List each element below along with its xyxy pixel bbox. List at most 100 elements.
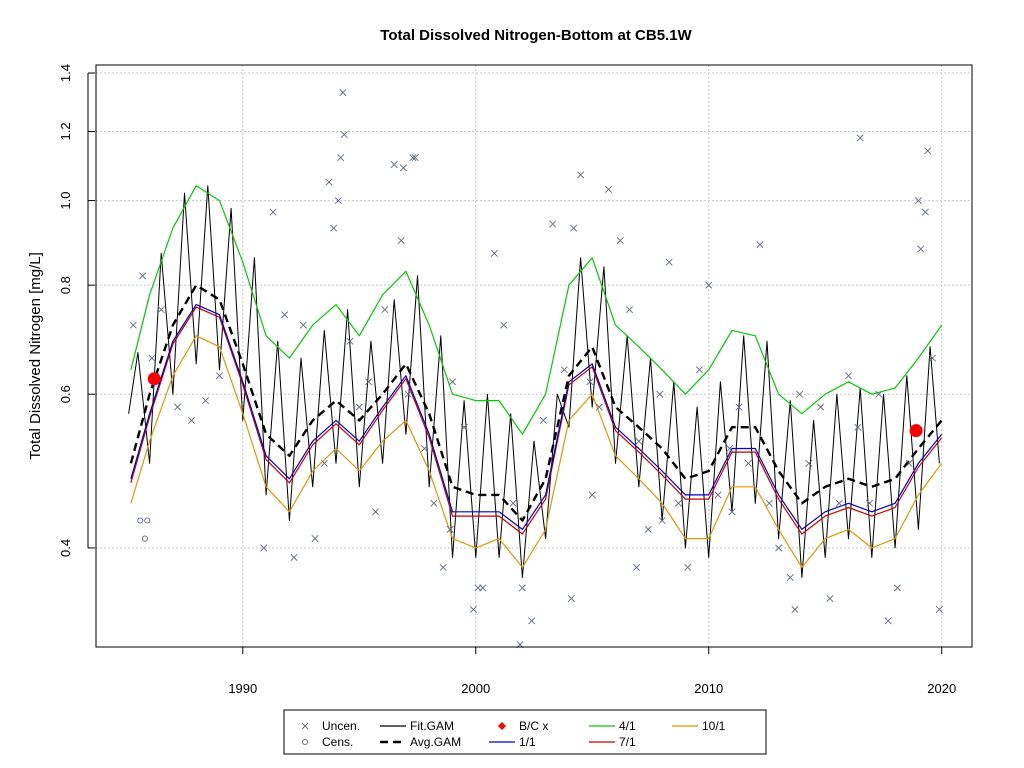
- legend-item-4-1: 4/1: [589, 719, 636, 733]
- uncensored-point-stroke: [875, 390, 883, 398]
- uncensored-point-stroke: [856, 134, 864, 142]
- series-line-10-1: [130, 335, 943, 569]
- uncensored-point: [325, 178, 333, 186]
- bc-point: [147, 372, 161, 386]
- uncensored-point: [281, 311, 289, 319]
- uncensored-point-stroke: [728, 508, 736, 516]
- uncensored-point-stroke: [744, 459, 752, 467]
- uncensored-point-stroke: [635, 437, 643, 445]
- series-line-7-1: [130, 306, 943, 535]
- uncensored-point: [188, 416, 196, 424]
- x-tick-label: 2010: [694, 681, 723, 696]
- uncensored-point-stroke: [756, 241, 764, 249]
- uncensored-point: [570, 224, 578, 232]
- bc-point: [909, 424, 923, 438]
- uncensored-point-stroke: [372, 508, 380, 516]
- uncensored-point: [865, 499, 874, 507]
- censored-point: [141, 535, 148, 542]
- uncensored-point: [744, 459, 752, 467]
- legend: Uncen. Cens. Fit.GAM Avg.GAM B/C x 1/1 4/1 7/1 1…: [283, 709, 767, 755]
- uncensored-point: [260, 544, 268, 552]
- legend-swatch: [301, 738, 309, 746]
- uncensored-point-stroke: [695, 366, 703, 374]
- uncensored-point-stroke: [796, 390, 804, 398]
- legend-label: Uncen.: [322, 719, 360, 733]
- y-tick-label: 0.6: [58, 385, 73, 403]
- uncensored-point: [586, 378, 594, 386]
- y-tick-label: 1.0: [58, 192, 73, 210]
- y-axis-label: Total Dissolved Nitrogen [mg/L]: [27, 252, 44, 460]
- uncensored-point-stroke: [215, 372, 223, 380]
- uncensored-point: [500, 321, 508, 329]
- uncensored-point: [567, 595, 575, 603]
- uncensored-point: [390, 160, 398, 168]
- series-line-1-1: [130, 304, 943, 531]
- legend-label: 10/1: [702, 719, 726, 733]
- uncensored-point: [334, 197, 342, 205]
- uncensored-point: [714, 491, 722, 499]
- uncensored-point-stroke: [188, 416, 196, 424]
- uncensored-point-stroke: [845, 372, 853, 380]
- uncensored-point-stroke: [684, 563, 692, 571]
- uncensored-point-stroke: [644, 525, 652, 533]
- uncensored-point: [626, 306, 634, 314]
- uncensored-point-stroke: [560, 366, 568, 374]
- legend-label: 1/1: [519, 735, 536, 749]
- uncensored-point-stroke: [448, 378, 456, 386]
- uncensored-point-stroke: [365, 378, 373, 386]
- uncensored-point: [539, 416, 547, 424]
- legend-item-cens-: Cens.: [301, 735, 353, 749]
- uncensored-point: [400, 164, 408, 172]
- uncensored-point: [705, 281, 713, 289]
- legend-box: [283, 709, 767, 755]
- uncensored-point: [560, 366, 568, 374]
- censored-point: [144, 517, 151, 524]
- uncensored-point-stroke: [674, 499, 682, 507]
- uncensored-point: [490, 249, 498, 257]
- uncensored-point: [765, 499, 773, 507]
- uncensored-point: [381, 306, 389, 314]
- uncensored-point-stroke: [174, 403, 182, 411]
- uncensored-point-stroke: [539, 416, 547, 424]
- uncensored-point-stroke: [439, 563, 447, 571]
- uncensored-point: [290, 554, 298, 562]
- uncensored-point-stroke: [893, 584, 901, 592]
- uncensored-point: [817, 403, 825, 411]
- uncensored-point-stroke: [420, 444, 429, 452]
- uncensored-point-stroke: [935, 606, 943, 614]
- uncensored-point-stroke: [854, 423, 862, 431]
- uncensored-point-stroke: [397, 237, 405, 245]
- uncensored-point-stroke: [430, 499, 438, 507]
- uncensored-point: [665, 258, 673, 266]
- uncensored-point-stroke: [665, 258, 673, 266]
- points-layer: [129, 88, 943, 649]
- uncensored-point-stroke: [337, 154, 345, 162]
- x-tick-label: 1990: [228, 681, 257, 696]
- legend-item-b-c-x: B/C x: [498, 719, 548, 733]
- uncensored-point: [397, 237, 405, 245]
- uncensored-point-stroke: [905, 459, 913, 467]
- uncensored-point: [549, 220, 557, 228]
- uncensored-point: [914, 197, 922, 205]
- uncensored-point-stroke: [269, 208, 277, 216]
- uncensored-point: [346, 337, 354, 345]
- uncensored-point-stroke: [518, 584, 526, 592]
- uncensored-point: [695, 366, 703, 374]
- uncensored-point: [509, 499, 517, 507]
- uncensored-point-stroke: [586, 378, 594, 386]
- uncensored-point-stroke: [805, 459, 813, 467]
- uncensored-point-stroke: [340, 131, 348, 139]
- series-line-avg-gam: [129, 284, 943, 522]
- uncensored-point-stroke: [311, 535, 319, 543]
- uncensored-point: [340, 131, 348, 139]
- uncensored-point: [469, 606, 477, 614]
- uncensored-point-stroke: [595, 403, 603, 411]
- uncensored-point-stroke: [817, 403, 825, 411]
- uncensored-point: [174, 403, 182, 411]
- uncensored-point: [518, 584, 526, 592]
- uncensored-point: [775, 544, 783, 552]
- uncensored-point: [658, 516, 666, 525]
- y-tick-label: 0.4: [58, 539, 73, 557]
- uncensored-point-stroke: [500, 321, 508, 329]
- series-line-4-1: [130, 185, 943, 435]
